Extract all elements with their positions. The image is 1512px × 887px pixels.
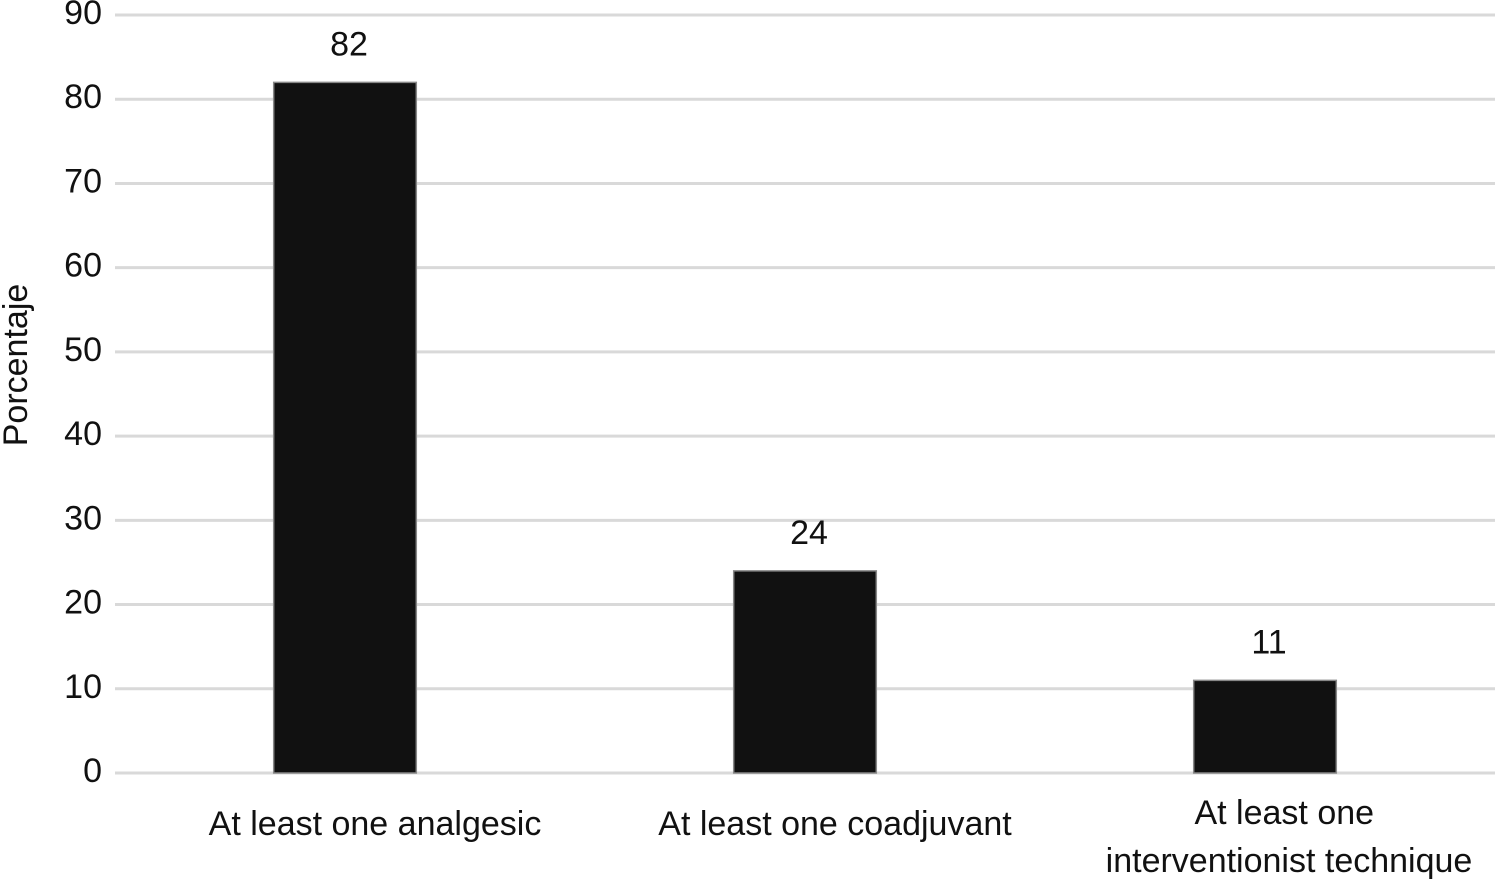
x-tick-label: At least one coadjuvant <box>658 805 1012 843</box>
y-tick-label: 50 <box>64 331 102 369</box>
y-tick-label: 60 <box>64 247 102 285</box>
x-tick-label: At least one analgesic <box>209 805 542 843</box>
y-tick-label: 20 <box>64 584 102 622</box>
data-label: 82 <box>330 25 368 63</box>
y-tick-label: 30 <box>64 499 102 537</box>
data-label: 24 <box>790 514 828 552</box>
y-tick-label: 40 <box>64 415 102 453</box>
y-axis-label: Porcentaje <box>0 284 35 447</box>
x-tick-label: At least one interventionist technique <box>1106 794 1473 880</box>
y-tick-label: 10 <box>64 668 102 706</box>
bar <box>272 81 418 774</box>
y-tick-label: 90 <box>64 0 102 32</box>
y-tick-label: 80 <box>64 78 102 116</box>
y-tick-label: 70 <box>64 162 102 200</box>
bar <box>1192 679 1338 774</box>
data-label: 11 <box>1251 623 1286 661</box>
bar <box>732 570 878 774</box>
y-tick-label: 0 <box>83 752 102 790</box>
